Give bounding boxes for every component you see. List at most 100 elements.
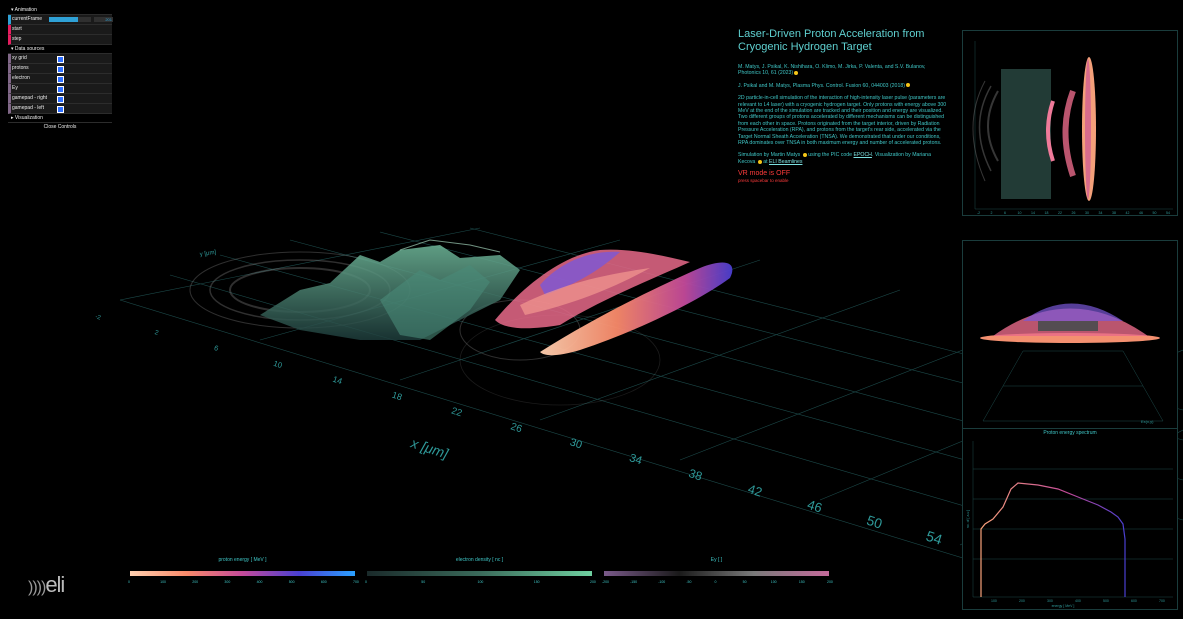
x-tick-label: 22 <box>450 406 464 420</box>
top-view-tick: 26 <box>1072 211 1076 215</box>
spectrum-tick: 100 <box>991 599 997 603</box>
x-tick-label: 42 <box>746 482 764 500</box>
colorbar-tick: 100 <box>770 580 777 584</box>
colorbar-tick: 500 <box>288 580 295 584</box>
proton-clouds <box>495 249 733 356</box>
colorbar-tick: 200 <box>192 580 199 584</box>
spectrum-tick: 700 <box>1159 599 1165 603</box>
colorbar-title: electron density [ nc ] <box>455 557 504 563</box>
electron-density-surface <box>260 239 520 340</box>
colorbar-tick: -50 <box>686 580 692 584</box>
colorbar-title: proton energy [ MeV ] <box>218 557 267 563</box>
current-frame-input[interactable]: 201 <box>94 17 113 22</box>
top-view-tick: 34 <box>1099 211 1103 215</box>
top-view-tick: 50 <box>1153 211 1157 215</box>
colorbar-tick: 0 <box>128 580 130 584</box>
orcid-icon[interactable] <box>802 153 807 158</box>
colorbar-tick: 600 <box>320 580 327 584</box>
colorbar-tick: 50 <box>421 580 426 584</box>
credit-vis: . Visualization by Mariana Kecova <box>738 152 931 165</box>
x-tick-label: 54 <box>924 529 944 549</box>
credit-pre: Simulation by Martin Matys <box>738 152 801 159</box>
perspective-view-panel[interactable]: Ex(x,y) <box>962 240 1178 430</box>
colorbar-tick: 150 <box>798 580 805 584</box>
spectrum-curve <box>980 482 1126 597</box>
x-tick-label: 18 <box>391 390 404 403</box>
start-button[interactable]: start <box>8 25 112 35</box>
x-tick-label: 46 <box>806 497 825 516</box>
reference-1-text: M. Matys, J. Psikal, K. Nishihara, O. Kl… <box>738 64 926 77</box>
x-tick-label: -2 <box>94 314 102 322</box>
source-checkbox[interactable] <box>57 76 64 83</box>
source-label: xy grid <box>12 55 27 61</box>
source-row-protons[interactable]: protons <box>8 64 112 74</box>
source-row-xy-grid[interactable]: xy grid <box>8 54 112 64</box>
top-view-tick: 46 <box>1139 211 1143 215</box>
colorbar-legend: proton energy [ MeV ] 0 100 200 300 400 500 600… <box>120 555 840 595</box>
current-frame-slider[interactable] <box>49 17 91 22</box>
source-checkbox[interactable] <box>57 66 64 73</box>
top-view-tick: -2 <box>977 211 980 215</box>
current-frame-label: currentFrame <box>12 16 43 22</box>
page-title: Laser-Driven Proton Acceleration from Cr… <box>738 28 925 53</box>
spectrum-tick: 300 <box>1047 599 1053 603</box>
step-button[interactable]: step <box>8 35 112 45</box>
colorbar-tick: 300 <box>224 580 231 584</box>
description: 2D particle-in-cell simulation of the in… <box>738 95 947 147</box>
top-view-tick: 54 <box>1166 211 1170 215</box>
spectrum-tick: 200 <box>1019 599 1025 603</box>
colorbar-tick: 200 <box>827 580 833 584</box>
eli-beamlines-link[interactable]: ELI Beamlines <box>769 158 803 165</box>
animation-folder[interactable]: ▾ Animation <box>8 6 112 15</box>
colorbar-tick: 100 <box>160 580 166 584</box>
spectrum-x-ticks: 100 200 300 400 500 600 700 <box>991 599 1165 603</box>
orcid-icon[interactable] <box>757 159 762 164</box>
eli-logo: ))))eli <box>28 572 65 598</box>
source-checkbox[interactable] <box>57 86 64 93</box>
source-row-gamepad-right[interactable]: gamepad - right <box>8 94 112 104</box>
top-view-tick: 30 <box>1085 211 1089 215</box>
source-row-gamepad-left[interactable]: gamepad - left <box>8 104 112 114</box>
source-checkbox[interactable] <box>57 96 64 103</box>
close-controls-button[interactable]: Close Controls <box>8 123 112 132</box>
top-view-ticks: -2 2 6 10 14 18 22 26 30 34 38 42 46 50 54 <box>977 211 1170 215</box>
source-label: Ey <box>12 85 18 91</box>
datasources-folder[interactable]: ▾ Data sources <box>8 45 112 54</box>
energy-spectrum-panel[interactable]: Proton energy spectrum 100 200 300 400 500 60… <box>962 428 1178 610</box>
credit-mid: using the PIC code <box>808 152 853 159</box>
controls-panel[interactable]: ▾ Animation currentFrame 201 start step … <box>8 6 113 132</box>
top-view-tick: 18 <box>1045 211 1049 215</box>
top-view-tick: 22 <box>1058 211 1062 215</box>
top-view-tick: 2 <box>991 211 993 215</box>
colorbar-tick: 200 <box>590 580 596 584</box>
source-label: gamepad - right <box>12 95 48 101</box>
source-row-electron[interactable]: electron <box>8 74 112 84</box>
x-tick-label: 34 <box>628 452 644 467</box>
epoch-link[interactable]: EPOCH <box>853 152 872 159</box>
doi-icon[interactable] <box>794 71 799 76</box>
vr-hint: press spacebar to enable <box>738 177 789 183</box>
doi-icon[interactable] <box>905 83 910 88</box>
top-view-tick: 42 <box>1126 211 1130 215</box>
x-tick-label: 2 <box>154 329 160 337</box>
vr-status: VR mode is OFF <box>738 170 791 178</box>
top-view-tick: 10 <box>1018 211 1022 215</box>
visualization-folder[interactable]: ▸ Visualization <box>8 114 112 123</box>
source-checkbox[interactable] <box>57 106 64 113</box>
spectrum-tick: 500 <box>1103 599 1109 603</box>
x-axis-label: x [μm] <box>408 434 451 462</box>
colorbar-title: Ey [ ] <box>710 557 723 563</box>
top-view-tick: 38 <box>1112 211 1116 215</box>
colorbar <box>130 571 355 576</box>
colorbar-tick: 400 <box>256 580 263 584</box>
spectrum-ylabel: no. of [ a.u ] <box>966 510 970 529</box>
y-axis-label: y [μm] <box>199 250 216 258</box>
source-label: electron <box>12 75 30 81</box>
colorbar-tick: -100 <box>658 580 666 584</box>
reference-1: M. Matys, J. Psikal, K. Nishihara, O. Kl… <box>738 64 948 77</box>
source-checkbox[interactable] <box>57 56 64 63</box>
source-row-ey[interactable]: Ey <box>8 84 112 94</box>
eli-logo-icon: )))) <box>28 579 46 596</box>
top-view-panel[interactable]: -2 2 6 10 14 18 22 26 30 34 38 42 46 50 54 <box>962 30 1178 216</box>
current-frame-row[interactable]: currentFrame 201 <box>8 15 113 25</box>
